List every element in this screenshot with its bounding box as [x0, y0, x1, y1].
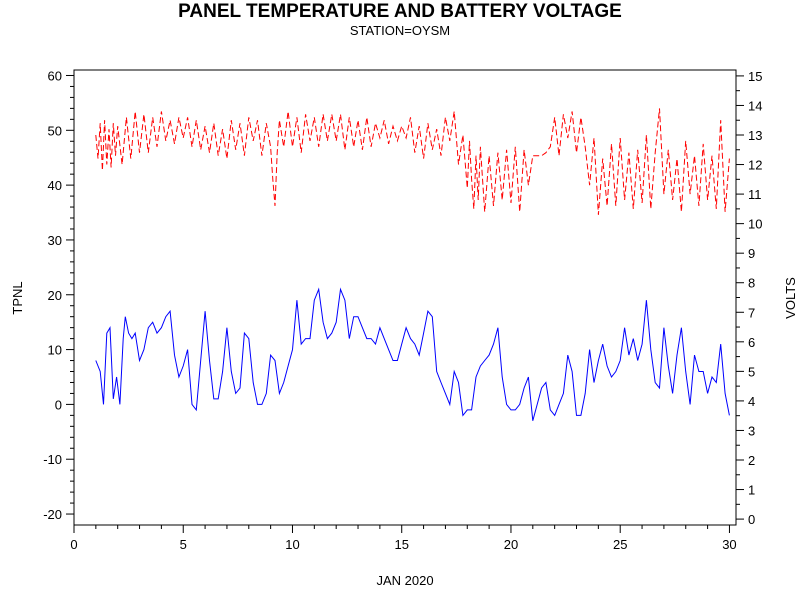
chart-subtitle: STATION=OYSM: [350, 23, 450, 38]
y-right-tick-label: 15: [748, 69, 762, 84]
y-left-tick-label: 60: [48, 68, 62, 83]
y-left-tick-label: 20: [48, 288, 62, 303]
y-left-tick-label: -20: [43, 507, 62, 522]
battery-voltage-line: [95, 108, 730, 215]
y-axis-left-label: TPNL: [10, 281, 25, 314]
y-right-tick-label: 14: [748, 98, 762, 113]
y-left-tick-label: -10: [43, 452, 62, 467]
y-right-tick-label: 11: [748, 187, 762, 202]
y-right-tick-label: 12: [748, 158, 762, 173]
x-axis-label: JAN 2020: [376, 573, 433, 588]
y-right-tick-label: 5: [748, 364, 755, 379]
x-tick-label: 5: [180, 537, 187, 552]
y-right-tick-label: 6: [748, 335, 755, 350]
y-left-tick-label: 30: [48, 233, 62, 248]
x-tick-label: 0: [70, 537, 77, 552]
y-right-tick-label: 8: [748, 276, 755, 291]
series-layer: [95, 108, 730, 421]
y-right-tick-label: 4: [748, 394, 755, 409]
y-right-tick-label: 1: [748, 483, 755, 498]
y-axis-right-label: VOLTS: [783, 277, 798, 319]
panel-temperature-line: [95, 287, 730, 421]
y-left-tick-label: 50: [48, 123, 62, 138]
x-tick-label: 20: [504, 537, 518, 552]
x-tick-label: 10: [285, 537, 299, 552]
y-left-tick-label: 0: [55, 397, 62, 412]
y-right-tick-label: 0: [748, 512, 755, 527]
y-right-tick-label: 13: [748, 128, 762, 143]
y-right-tick-label: 10: [748, 217, 762, 232]
y-right-tick-label: 2: [748, 453, 755, 468]
x-tick-label: 25: [613, 537, 627, 552]
y-left-tick-label: 40: [48, 178, 62, 193]
y-right-tick-label: 7: [748, 305, 755, 320]
x-tick-label: 30: [722, 537, 736, 552]
x-tick-label: 15: [394, 537, 408, 552]
y-right-tick-label: 3: [748, 423, 755, 438]
chart-title: PANEL TEMPERATURE AND BATTERY VOLTAGE: [178, 1, 622, 22]
x-axis: 0 5 10 15 20 25 30: [70, 525, 737, 552]
y-left-tick-label: 10: [48, 343, 62, 358]
y-right-tick-label: 9: [748, 246, 755, 261]
y-axis-left: -20 -10 0 10 20 30 40 50 60: [43, 68, 74, 522]
